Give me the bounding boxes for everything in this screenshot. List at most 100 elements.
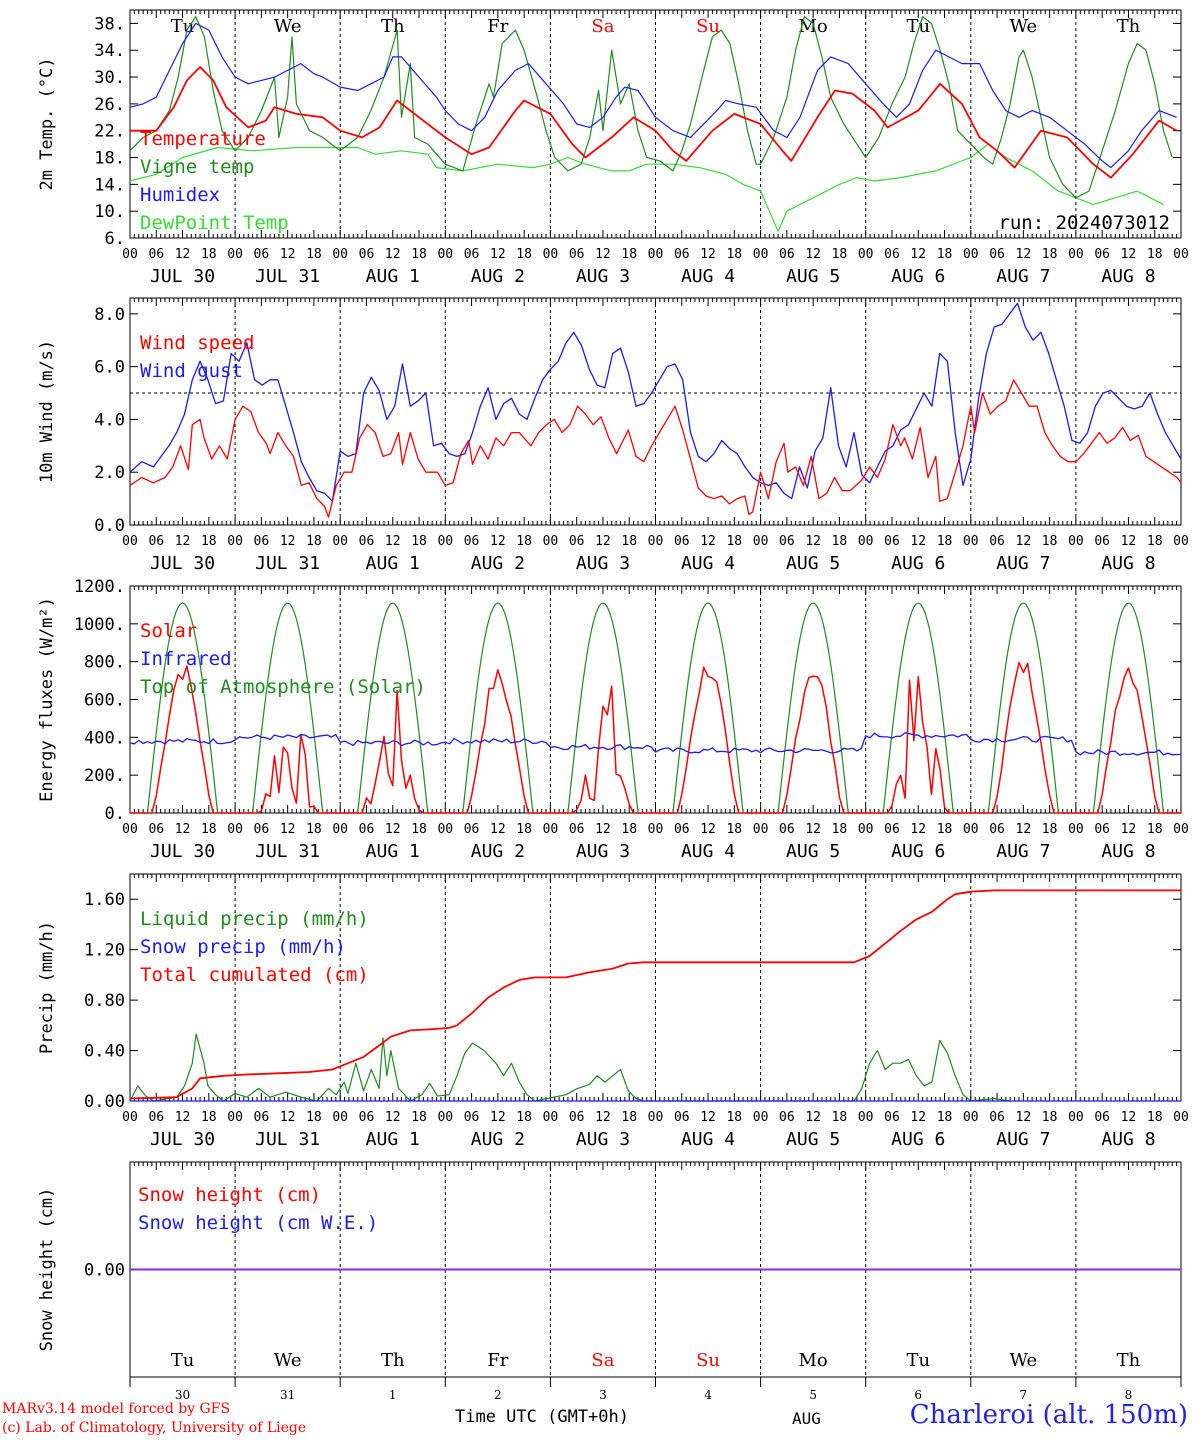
day-name: We (274, 1350, 302, 1371)
y-tick-label: 26. (94, 95, 125, 115)
hour-label: 00 (648, 822, 664, 837)
hour-label: 06 (674, 822, 690, 837)
hour-label: 12 (280, 247, 296, 262)
y-axis-label: Precip (mm/h) (37, 921, 57, 1054)
hour-label: 12 (805, 247, 821, 262)
date-label: JUL 31 (255, 266, 320, 287)
hour-label: 12 (175, 822, 191, 837)
hour-label: 12 (490, 247, 506, 262)
hour-label: 06 (148, 534, 164, 549)
panel-temperature: 6. 10. 14. 18. 22. 26. 30. 34. 38. 2m Temp. (°C) 0… (37, 9, 1189, 287)
date-label: AUG 6 (891, 841, 945, 862)
hour-label: 00 (648, 1110, 664, 1125)
hour-label: 18 (1147, 822, 1163, 837)
date-label: AUG 7 (996, 553, 1050, 574)
hour-label: 06 (779, 822, 795, 837)
hour-label: 12 (1121, 822, 1137, 837)
date-label: AUG 7 (996, 841, 1050, 862)
hour-label: 18 (937, 822, 953, 837)
hour-label: 12 (595, 822, 611, 837)
hour-label: 18 (621, 822, 637, 837)
date-label: JUL 31 (255, 553, 320, 574)
hour-label: 00 (1173, 822, 1189, 837)
hour-label: 00 (543, 1110, 559, 1125)
y-tick-label: 14. (94, 175, 125, 195)
hour-label: 18 (621, 534, 637, 549)
hour-label: 12 (490, 534, 506, 549)
hour-label: 00 (858, 534, 874, 549)
hour-label: 00 (1068, 1110, 1084, 1125)
day-name: Fr (487, 1350, 508, 1371)
hour-label: 00 (753, 534, 769, 549)
hour-label: 18 (1147, 247, 1163, 262)
legend-humidex: Humidex (140, 184, 220, 206)
hour-label: 18 (726, 822, 742, 837)
hour-label: 06 (464, 247, 480, 262)
y-tick-label: 400. (84, 728, 125, 748)
hour-label: 18 (411, 534, 427, 549)
hour-label: 06 (884, 247, 900, 262)
hour-label: 12 (1016, 1110, 1032, 1125)
hour-label: 00 (648, 247, 664, 262)
hour-label: 06 (989, 247, 1005, 262)
hour-label: 00 (332, 1110, 348, 1125)
y-tick-label: 0.40 (84, 1042, 125, 1062)
day-number: 5 (809, 1388, 817, 1402)
hour-label: 18 (1147, 1110, 1163, 1125)
y-tick-label: 1.20 (84, 941, 125, 961)
date-label: AUG 8 (1101, 1129, 1155, 1150)
hour-label: 00 (753, 822, 769, 837)
y-tick-label: 8.0 (94, 305, 125, 325)
day-number: 7 (1020, 1388, 1028, 1402)
hour-label: 12 (280, 534, 296, 549)
hour-label: 06 (779, 1110, 795, 1125)
hour-label: 12 (1016, 822, 1032, 837)
hour-label: 00 (1068, 534, 1084, 549)
y-tick-label: 10. (94, 202, 125, 222)
day-number: 3 (599, 1388, 607, 1402)
legend-dewpoint-temp: DewPoint Temp (140, 212, 289, 234)
day-number: 4 (704, 1388, 712, 1402)
date-label: AUG 5 (786, 1129, 840, 1150)
hour-label: 18 (201, 247, 217, 262)
hour-label: 12 (490, 1110, 506, 1125)
date-label: AUG 5 (786, 841, 840, 862)
day-name: We (1010, 1350, 1038, 1371)
y-tick-label: 1200. (74, 577, 125, 597)
series-line-infrared (129, 732, 1181, 756)
day-name: Th (381, 16, 405, 37)
day-name: Mo (799, 1350, 828, 1371)
hour-label: 12 (805, 534, 821, 549)
hour-label: 06 (884, 534, 900, 549)
hour-label: 18 (201, 1110, 217, 1125)
credit-line-2: (c) Lab. of Climatology, University of L… (2, 1420, 307, 1436)
hour-label: 18 (516, 534, 532, 549)
date-label: AUG 4 (681, 553, 735, 574)
y-tick-label: 800. (84, 653, 125, 673)
day-name: Th (1117, 1350, 1141, 1371)
legend-vigne-temp: Vigne temp (140, 156, 254, 178)
day-name: Tu (171, 1350, 195, 1371)
hour-label: 18 (621, 247, 637, 262)
series-line-wind-speed (129, 379, 1182, 518)
hour-label: 00 (963, 534, 979, 549)
run-label: run: 2024073012 (998, 212, 1170, 234)
date-label: AUG 5 (786, 266, 840, 287)
hour-label: 12 (1121, 247, 1137, 262)
legend-snow-precip-mm-h-: Snow precip (mm/h) (140, 936, 346, 958)
panel-wind: 0.0 2.0 4.0 6.0 8.0 10m Wind (m/s) 00 06 12 18 JUL… (37, 297, 1189, 574)
day-number: 1 (389, 1388, 397, 1402)
date-label: JUL 31 (255, 1129, 320, 1150)
series-line-humidex (129, 22, 1177, 169)
y-tick-label: 0.0 (94, 516, 125, 536)
y-tick-label: 30. (94, 68, 125, 88)
legend-wind-gust: Wind gust (140, 360, 243, 382)
hour-label: 00 (227, 534, 243, 549)
hour-label: 18 (306, 247, 322, 262)
hour-label: 00 (437, 1110, 453, 1125)
hour-label: 18 (516, 1110, 532, 1125)
hour-label: 12 (805, 822, 821, 837)
day-name: Th (1117, 16, 1141, 37)
hour-label: 12 (910, 822, 926, 837)
station-label: Charleroi (alt. 150m) (909, 1400, 1188, 1430)
